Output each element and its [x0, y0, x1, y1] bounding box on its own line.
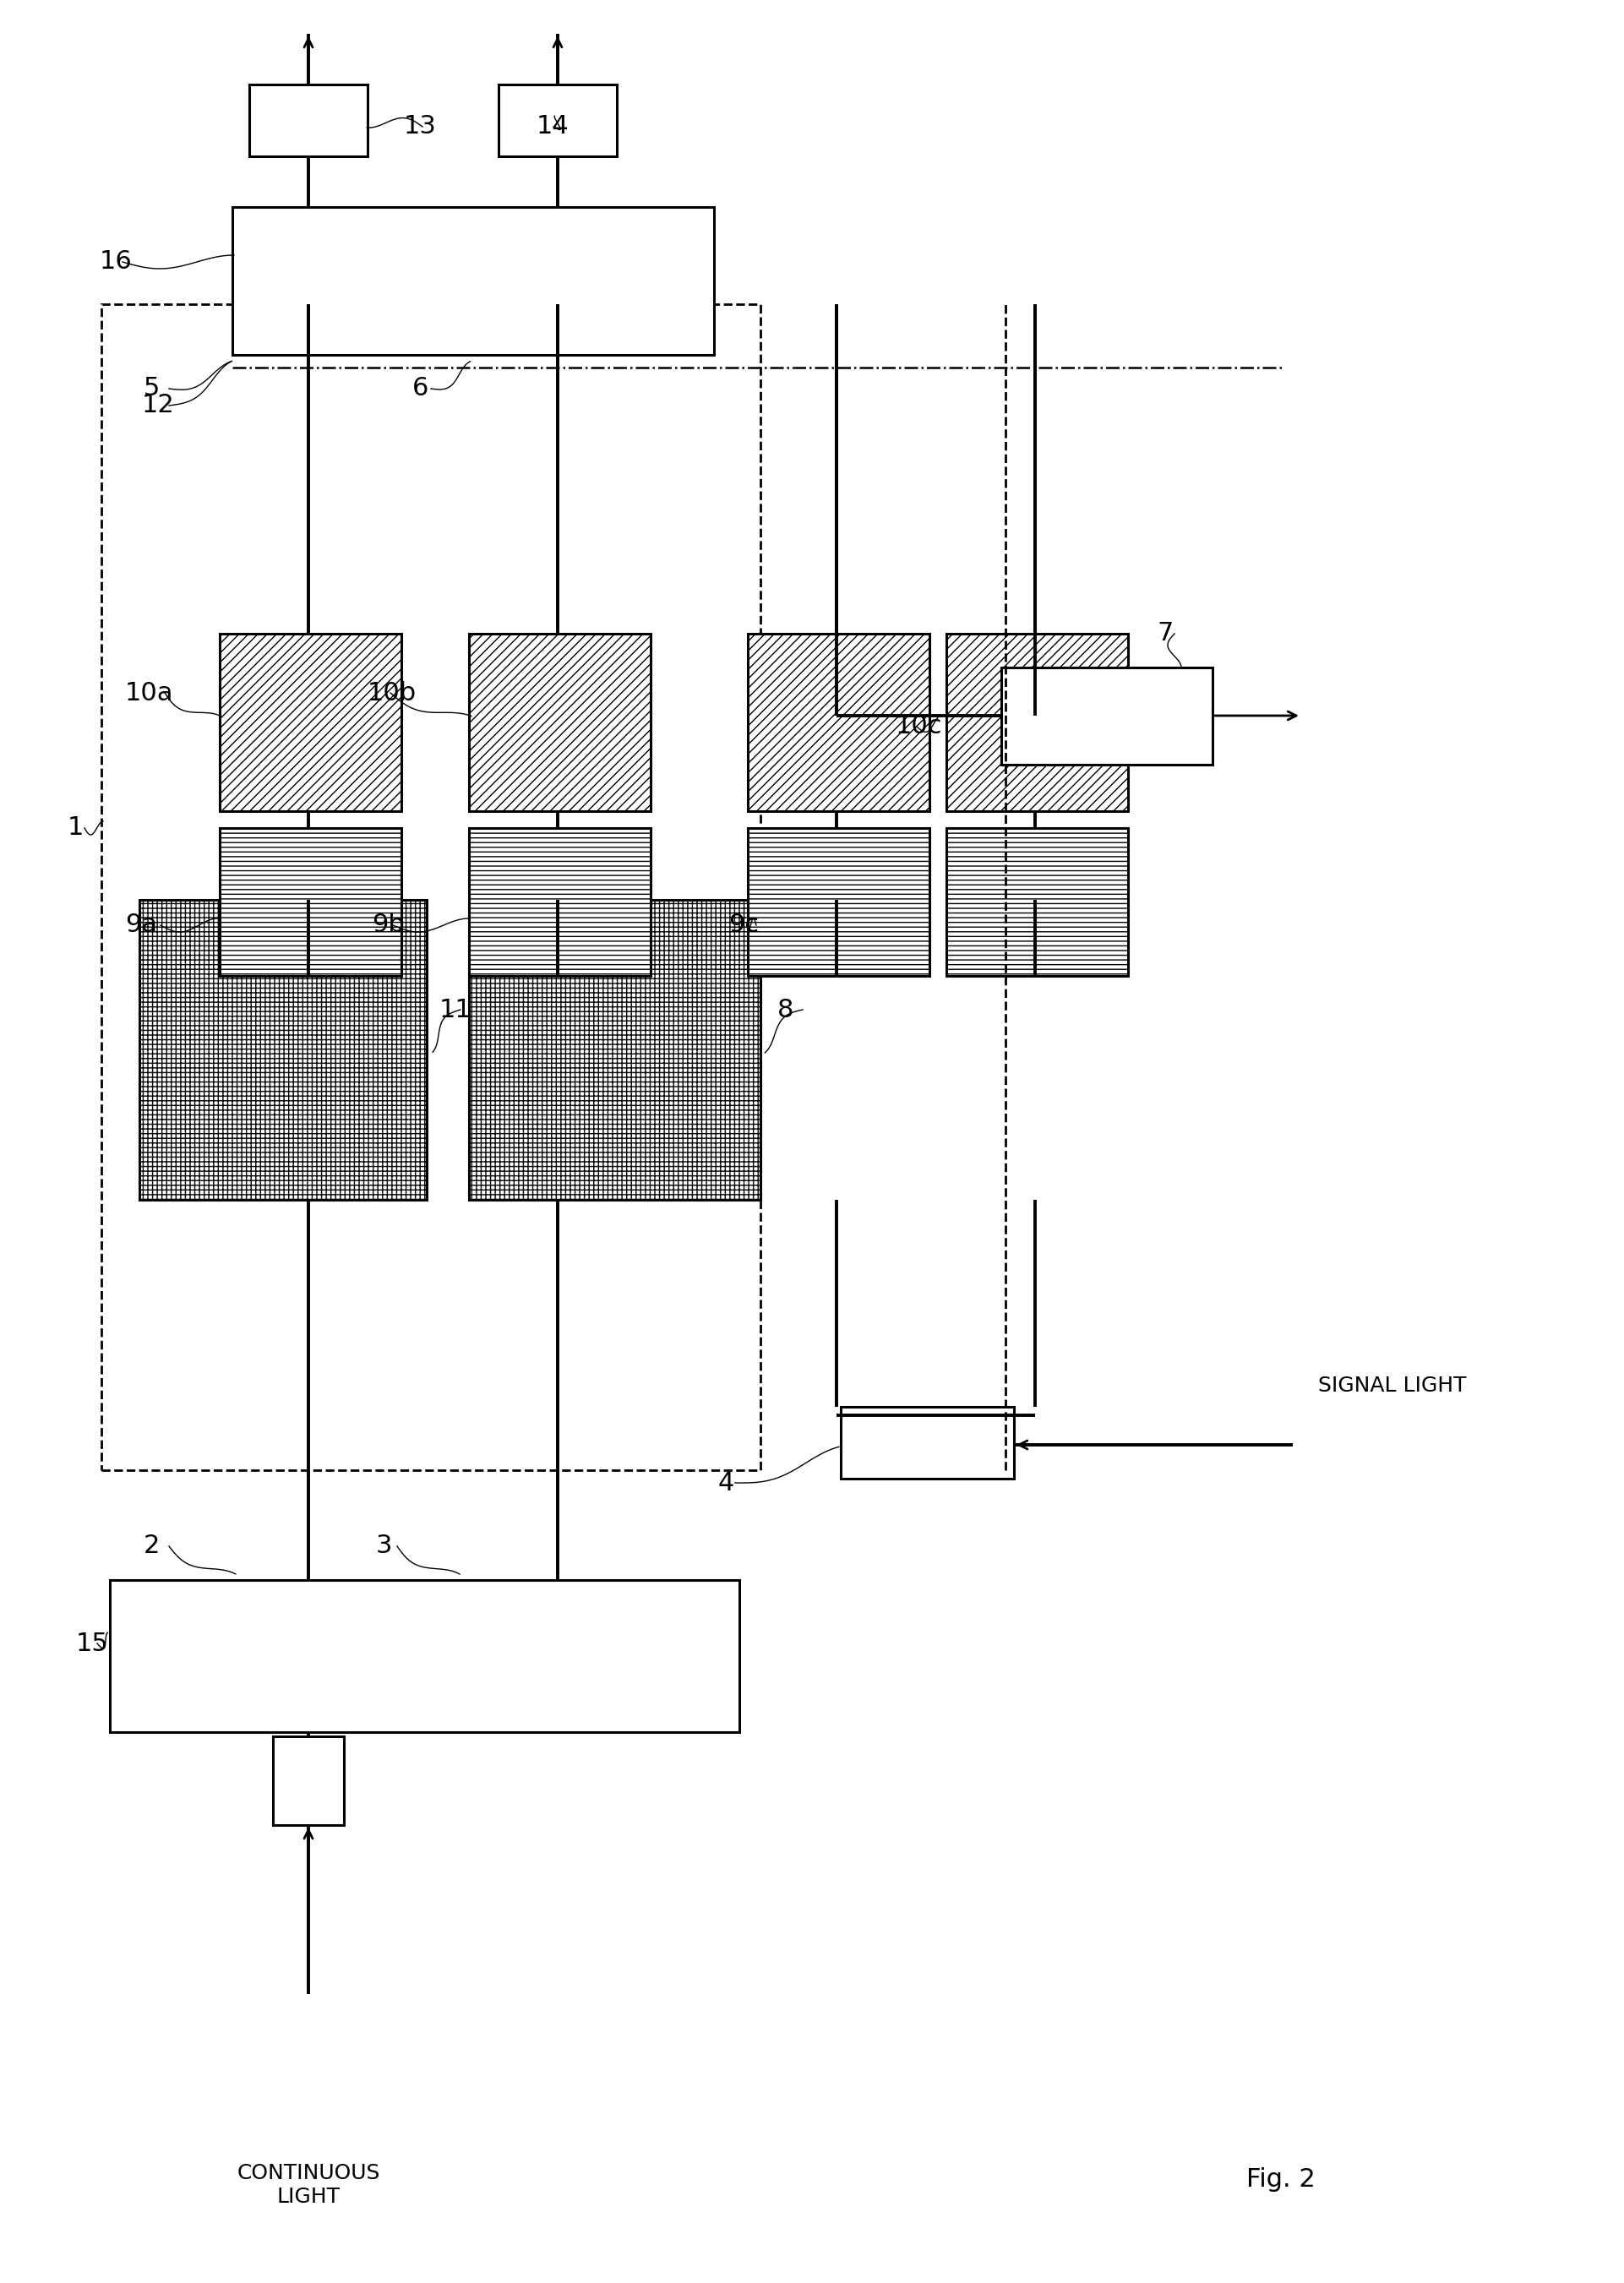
Text: 10a: 10a — [125, 680, 174, 705]
Bar — [499, 84, 617, 155]
Text: 9b: 9b — [372, 913, 404, 938]
Text: 8: 8 — [778, 998, 794, 1023]
Bar — [747, 829, 929, 975]
Bar — [248, 84, 367, 155]
Text: SIGNAL LIGHT: SIGNAL LIGHT — [1319, 1377, 1466, 1395]
Bar — [140, 900, 427, 1201]
Bar — [219, 829, 401, 975]
Text: 6: 6 — [412, 377, 429, 402]
Text: 10c: 10c — [896, 715, 942, 740]
Bar — [469, 829, 651, 975]
Bar — [273, 1737, 344, 1824]
Text: 11: 11 — [440, 998, 473, 1023]
Bar — [469, 635, 651, 810]
Bar — [747, 635, 929, 810]
Text: 3: 3 — [377, 1534, 393, 1559]
Text: 4: 4 — [718, 1470, 734, 1495]
Text: 1: 1 — [68, 815, 84, 840]
Bar — [947, 829, 1129, 975]
Text: 14: 14 — [536, 114, 570, 139]
Text: 12: 12 — [141, 393, 175, 418]
Text: 7: 7 — [1158, 621, 1174, 646]
Text: 10b: 10b — [367, 680, 417, 705]
Bar — [1002, 667, 1213, 765]
Text: CONTINUOUS
LIGHT: CONTINUOUS LIGHT — [237, 2162, 380, 2208]
Bar — [469, 900, 760, 1201]
Bar — [219, 635, 401, 810]
Bar — [841, 1406, 1013, 1479]
Text: 2: 2 — [143, 1534, 161, 1559]
Text: 13: 13 — [404, 114, 437, 139]
Text: 15: 15 — [76, 1630, 109, 1655]
Text: 16: 16 — [99, 249, 133, 274]
Bar — [232, 208, 715, 354]
Text: 9a: 9a — [125, 913, 158, 938]
Text: 9c: 9c — [728, 913, 758, 938]
Bar — [110, 1580, 739, 1733]
Text: 5: 5 — [143, 377, 161, 402]
Bar — [947, 635, 1129, 810]
Text: Fig. 2: Fig. 2 — [1246, 2167, 1315, 2192]
Bar — [101, 304, 760, 1470]
